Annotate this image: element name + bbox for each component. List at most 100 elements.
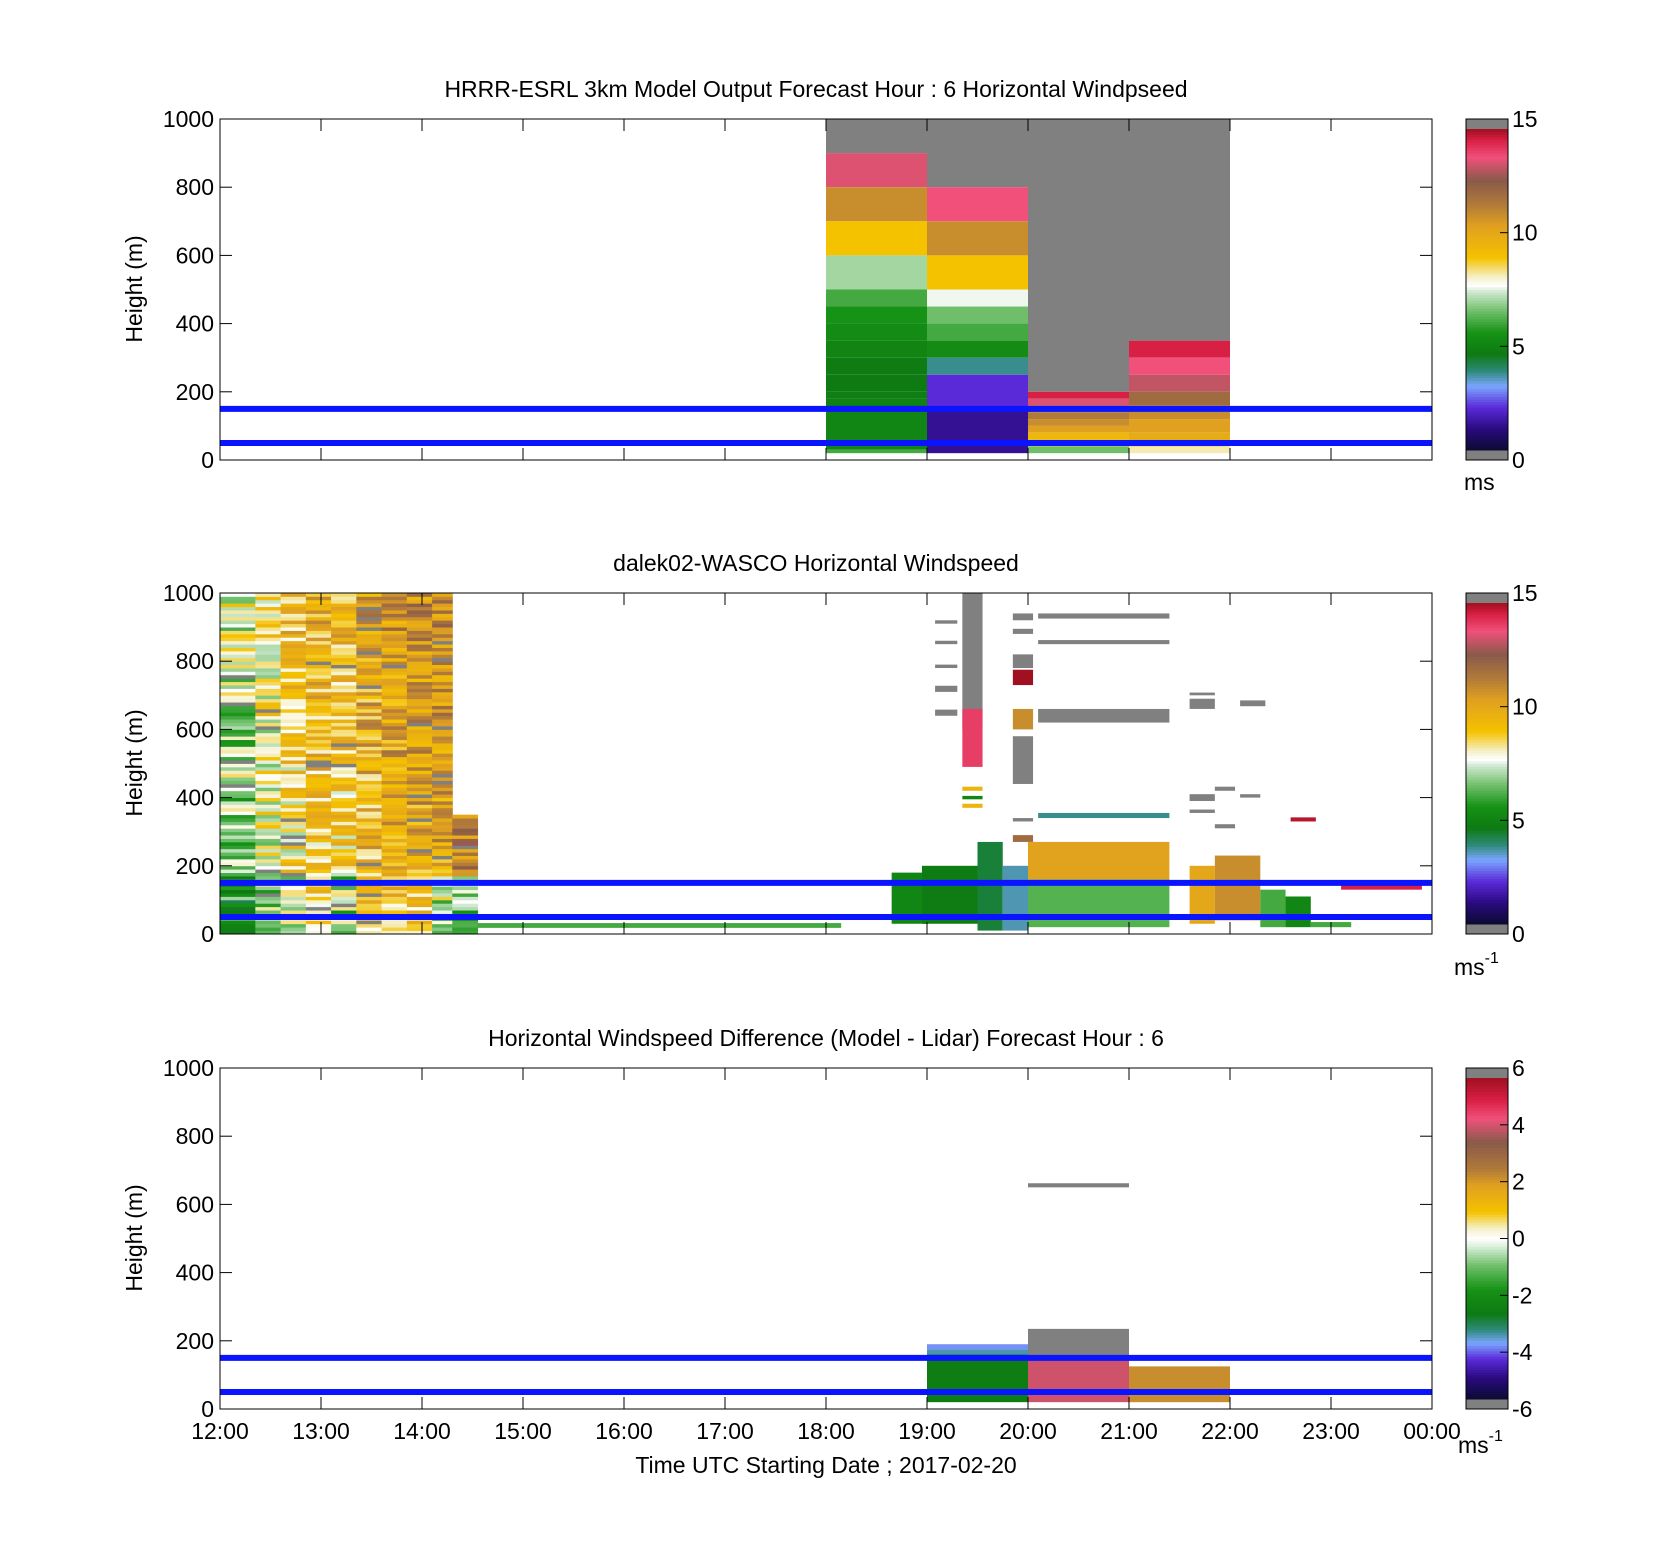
heatmap-cell: [432, 756, 453, 761]
chart-title: Horizontal Windspeed Difference (Model -…: [488, 1025, 1164, 1051]
heatmap-cell: [381, 715, 408, 720]
heatmap-cell: [381, 729, 408, 734]
heatmap-cell: [381, 613, 408, 618]
heatmap-cell: [406, 664, 433, 669]
heatmap-cell: [381, 818, 408, 822]
heatmap-cell: [356, 858, 383, 863]
colorbar-segment: [1466, 1289, 1508, 1293]
heatmap-cell: [305, 910, 332, 914]
heatmap-cell: [305, 685, 332, 689]
heatmap-cell: [356, 623, 383, 628]
colorbar-segment: [1466, 913, 1508, 917]
colorbar-segment: [1466, 219, 1508, 224]
colorbar-segment: [1466, 1251, 1508, 1256]
colorbar-segment: [1466, 1102, 1508, 1106]
colorbar-segment: [1466, 760, 1508, 764]
colorbar-tick-label: 10: [1512, 220, 1538, 246]
heatmap-cell: [406, 702, 433, 706]
heatmap-cell: [255, 681, 282, 686]
heatmap-cell: [381, 705, 408, 710]
heatmap-cell: [432, 876, 453, 880]
colorbar-segment: [1466, 806, 1508, 810]
colorbar-segment: [1466, 137, 1508, 141]
colorbar-segment: [1466, 1222, 1508, 1226]
heatmap-cell: [356, 691, 383, 696]
heatmap-cell: [432, 681, 453, 686]
heatmap-cell: [220, 783, 256, 788]
heatmap-cell: [381, 756, 408, 761]
heatmap-cell: [331, 790, 357, 795]
colorbar-segment: [1466, 289, 1508, 293]
colorbar-unit-superscript: -1: [1485, 950, 1499, 967]
heatmap-cell: [381, 722, 408, 727]
colorbar-segment: [1466, 1275, 1508, 1280]
y-tick-label: 800: [176, 648, 214, 674]
colorbar-segment: [1466, 190, 1508, 194]
heatmap-cell: [331, 668, 357, 672]
heatmap-cell: [406, 606, 433, 611]
heatmap-cell: [406, 650, 433, 655]
colorbar: -6 -4 -2 0 2 4 6: [1465, 1055, 1533, 1422]
colorbar-segment: [1466, 1342, 1508, 1346]
heatmap-cell: [1189, 698, 1215, 709]
heatmap-cell: [280, 749, 307, 754]
colorbar-segment: [1466, 645, 1508, 649]
heatmap-cell: [356, 903, 383, 908]
heatmap-cell: [255, 780, 282, 785]
x-tick-label: 22:00: [1201, 1418, 1259, 1444]
heatmap-cell: [220, 869, 256, 874]
heatmap-cell: [381, 712, 408, 717]
heatmap-cell: [280, 613, 307, 618]
heatmap-cell: [220, 787, 256, 792]
heatmap-cell: [381, 688, 408, 693]
heatmap-cell: [432, 773, 453, 778]
colorbar-segment: [1466, 409, 1508, 414]
heatmap-cell: [1129, 357, 1230, 375]
heatmap-cell: [381, 862, 408, 867]
heatmap-cell: [331, 678, 357, 683]
heatmap-cell: [406, 685, 433, 689]
heatmap-cell: [406, 610, 433, 614]
heatmap-cell: [305, 705, 332, 710]
heatmap-cell: [220, 766, 256, 771]
heatmap-cell: [432, 729, 453, 734]
heatmap-cell: [381, 790, 408, 795]
heatmap-cell: [1214, 824, 1236, 829]
heatmap-cell: [280, 783, 307, 788]
heatmap-cell: [356, 616, 383, 621]
heatmap-cell: [305, 743, 332, 747]
colorbar-segment: [1466, 1134, 1508, 1138]
heatmap-cell: [356, 739, 383, 744]
heatmap-cell: [452, 893, 479, 897]
heatmap-cell: [452, 899, 479, 904]
colorbar-segment: [1466, 640, 1508, 644]
heatmap-cell: [406, 896, 433, 901]
colorbar-unit-base: ms: [1458, 1432, 1489, 1458]
colorbar-segment: [1466, 1321, 1508, 1325]
heatmap-cell: [406, 903, 433, 908]
heatmap-cell: [331, 923, 357, 928]
colorbar-segment: [1466, 817, 1508, 821]
heatmap-cell: [406, 674, 433, 679]
colorbar-segment: [1466, 902, 1508, 906]
heatmap-cell: [331, 603, 357, 608]
colorbar-segment: [1466, 886, 1508, 890]
colorbar-unit-base: ms: [1464, 469, 1495, 495]
heatmap-cell: [331, 685, 357, 689]
colorbar-segment: [1466, 353, 1508, 357]
heatmap-cell: [305, 664, 332, 669]
heatmap-cell: [406, 657, 433, 662]
colorbar-tick-label: 2: [1512, 1169, 1525, 1195]
colorbar-segment: [1466, 359, 1508, 363]
heatmap-cell: [305, 620, 332, 625]
heatmap-cell: [356, 872, 383, 877]
heatmap-cell: [255, 610, 282, 614]
heatmap-cell: [927, 408, 1028, 454]
colorbar-over-cap: [1466, 119, 1508, 129]
heatmap-cell: [220, 886, 256, 891]
colorbar-segment: [1466, 1246, 1508, 1250]
heatmap-cell: [280, 848, 307, 853]
heatmap-cell: [220, 620, 256, 625]
heatmap-cell: [356, 613, 383, 618]
heatmap-cell: [356, 920, 383, 925]
